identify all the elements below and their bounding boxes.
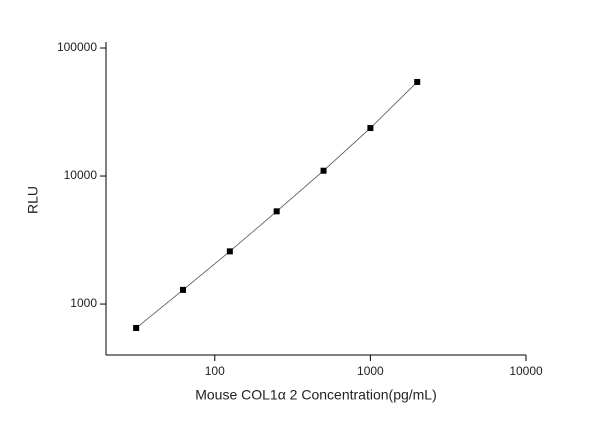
x-tick-label: 10000 <box>509 364 543 378</box>
point <box>273 208 280 215</box>
x-tick-label: 1000 <box>357 364 384 378</box>
curve <box>135 81 418 329</box>
x-axis-title: Mouse COL1α 2 Concentration(pg/mL) <box>195 387 437 403</box>
point <box>180 286 187 293</box>
y-tick-label: 1000 <box>70 296 97 310</box>
x-tick-label: 100 <box>205 364 225 378</box>
y-tick-label: 10000 <box>64 168 98 182</box>
point <box>133 325 140 332</box>
point <box>226 248 233 255</box>
y-tick-label: 100000 <box>57 40 97 54</box>
point <box>414 78 421 85</box>
point <box>367 125 374 132</box>
y-axis-title: RLU <box>25 186 41 214</box>
point <box>320 167 327 174</box>
